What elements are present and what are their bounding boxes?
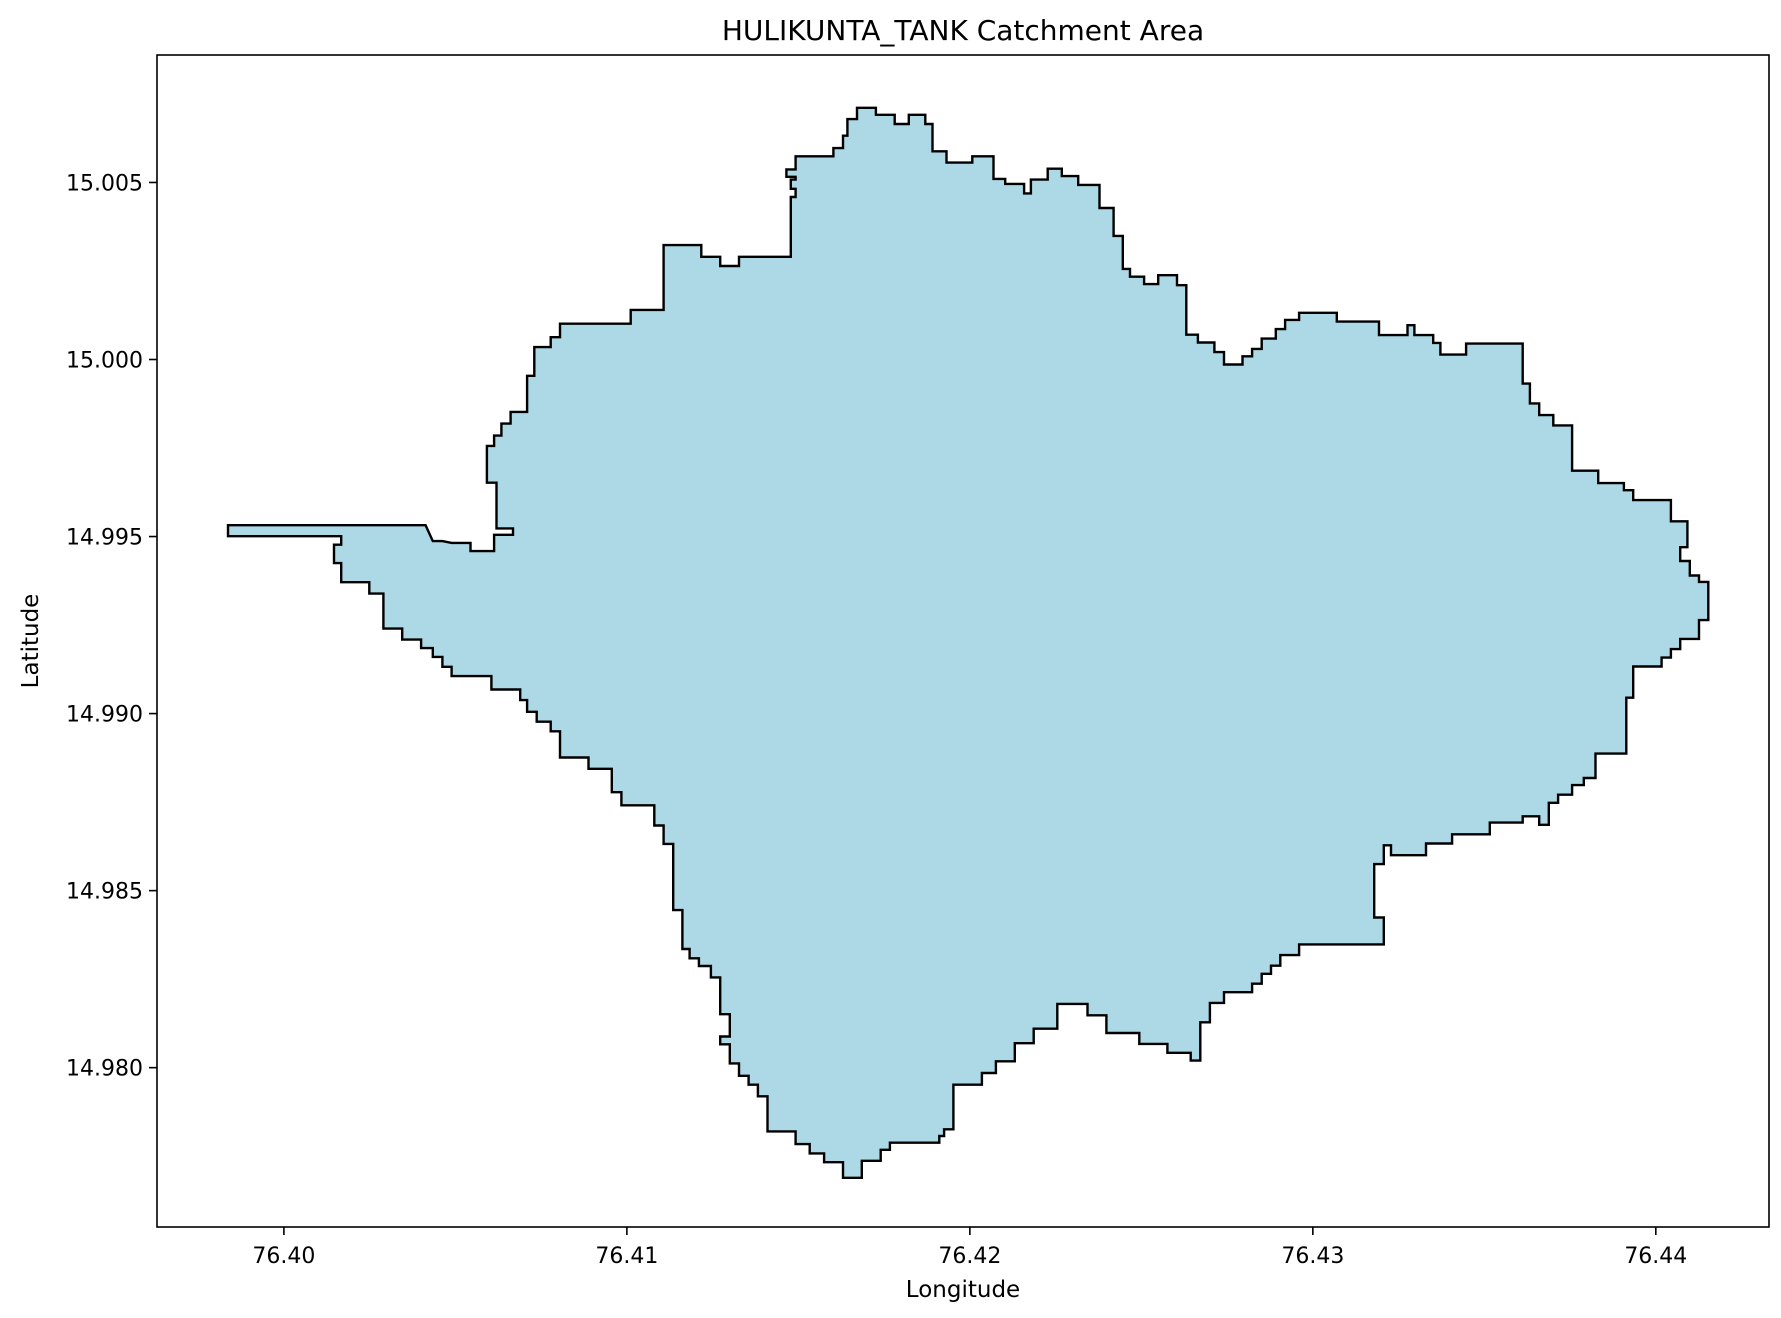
x-tick-label: 76.42 (938, 1244, 1001, 1269)
y-tick-label: 15.000 (66, 349, 143, 374)
polygon-layer (226, 106, 1710, 1180)
x-tick-label: 76.43 (1281, 1244, 1344, 1269)
y-tick-label: 14.990 (66, 703, 143, 728)
y-axis-ticks: 14.980 14.985 14.990 14.995 15.000 15.005 (66, 171, 157, 1082)
chart-title: HULIKUNTA_TANK Catchment Area (722, 14, 1204, 47)
x-tick-label: 76.44 (1624, 1244, 1687, 1269)
x-axis-title: Longitude (906, 1277, 1020, 1303)
catchment-polygon (226, 106, 1710, 1180)
y-tick-label: 14.985 (66, 880, 143, 905)
y-tick-label: 15.005 (66, 171, 143, 196)
y-tick-label: 14.995 (66, 526, 143, 551)
x-axis-ticks: 76.40 76.41 76.42 76.43 76.44 (252, 1227, 1687, 1269)
x-tick-label: 76.41 (595, 1244, 658, 1269)
x-tick-label: 76.40 (252, 1244, 315, 1269)
y-axis-title: Latitude (18, 594, 44, 689)
axes-frame (156, 54, 1770, 1228)
y-tick-label: 14.980 (66, 1057, 143, 1082)
